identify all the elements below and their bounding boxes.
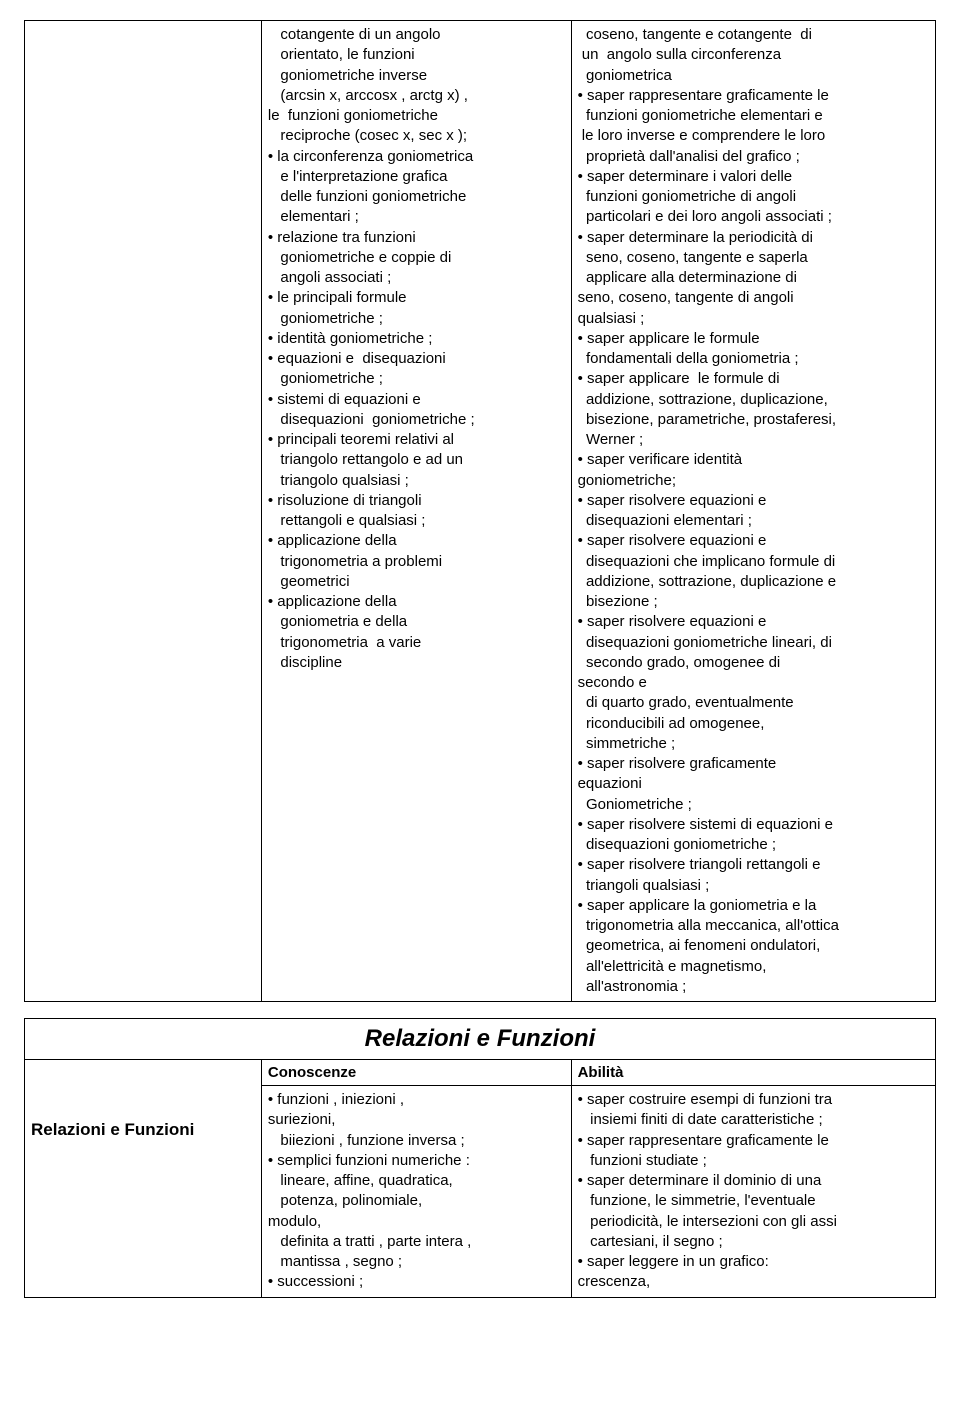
abilita-cell-2: • saper costruire esempi di funzioni tra…: [571, 1086, 935, 1298]
header-conoscenze: Conoscenze: [261, 1060, 571, 1086]
spacer: [24, 1002, 936, 1018]
title-row: Relazioni e Funzioni: [25, 1019, 936, 1060]
header-row: Relazioni e Funzioni Conoscenze Abilità: [25, 1060, 936, 1086]
abilita-cell: coseno, tangente e cotangente di un ango…: [571, 21, 935, 1002]
table-row: cotangente di un angolo orientato, le fu…: [25, 21, 936, 1002]
table-relazioni-funzioni: Relazioni e Funzioni Relazioni e Funzion…: [24, 1018, 936, 1298]
abilita-text: coseno, tangente e cotangente di un ango…: [578, 25, 929, 997]
header-abilita: Abilità: [571, 1060, 935, 1086]
section-title: Relazioni e Funzioni: [25, 1019, 936, 1060]
empty-cell: [25, 21, 262, 1002]
conoscenze-text: cotangente di un angolo orientato, le fu…: [268, 25, 565, 673]
conoscenze-text-2: • funzioni , iniezioni , suriezioni, bii…: [268, 1090, 565, 1293]
abilita-text-2: • saper costruire esempi di funzioni tra…: [578, 1090, 929, 1293]
conoscenze-cell: cotangente di un angolo orientato, le fu…: [261, 21, 571, 1002]
row-label: Relazioni e Funzioni: [25, 1060, 262, 1298]
table-goniometria: cotangente di un angolo orientato, le fu…: [24, 20, 936, 1002]
conoscenze-cell-2: • funzioni , iniezioni , suriezioni, bii…: [261, 1086, 571, 1298]
